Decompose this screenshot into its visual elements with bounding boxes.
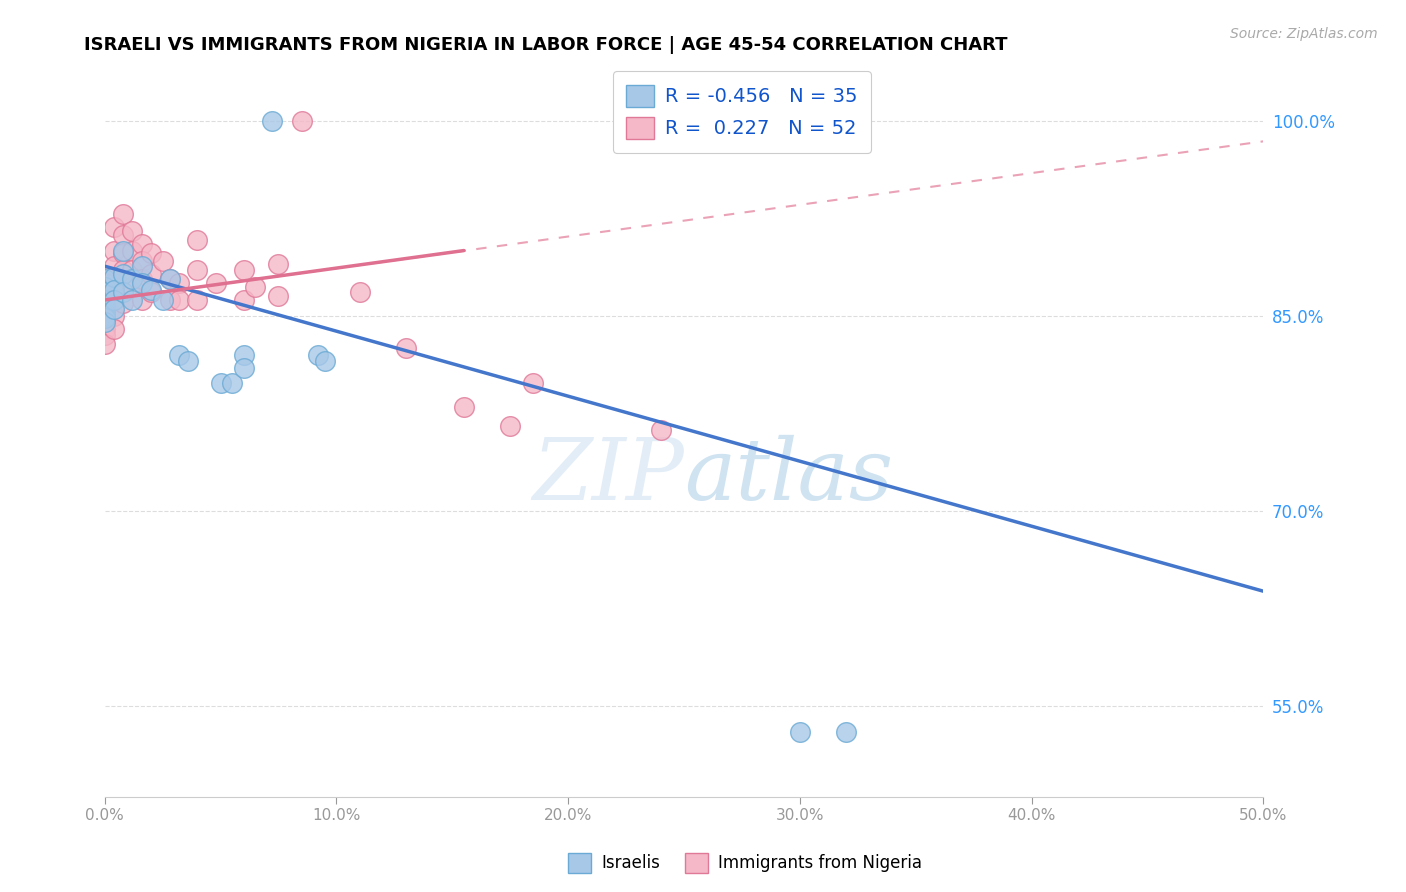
Point	[205, 276, 228, 290]
Point	[93, 283, 115, 297]
Point	[260, 113, 283, 128]
Point	[499, 419, 522, 434]
Point	[121, 280, 143, 294]
Point	[139, 267, 162, 281]
Point	[186, 293, 208, 307]
Point	[93, 314, 115, 328]
Point	[167, 293, 190, 307]
Point	[93, 295, 115, 310]
Point	[835, 724, 858, 739]
Point	[232, 293, 254, 307]
Point	[121, 244, 143, 258]
Point	[139, 283, 162, 297]
Point	[522, 376, 544, 391]
Point	[131, 259, 153, 273]
Point	[93, 306, 115, 320]
Point	[93, 315, 115, 329]
Point	[93, 306, 115, 320]
Point	[453, 400, 475, 414]
Point	[209, 376, 232, 391]
Point	[103, 293, 125, 307]
Point	[232, 348, 254, 362]
Point	[93, 337, 115, 351]
Point	[103, 269, 125, 284]
Text: atlas: atlas	[685, 435, 893, 517]
Point	[291, 113, 314, 128]
Point	[93, 311, 115, 326]
Point	[349, 285, 371, 300]
Point	[93, 285, 115, 300]
Point	[112, 207, 135, 221]
Point	[139, 285, 162, 300]
Point	[93, 298, 115, 312]
Point	[131, 276, 153, 290]
Point	[131, 293, 153, 307]
Point	[152, 254, 174, 268]
Point	[103, 301, 125, 316]
Point	[93, 269, 115, 284]
Point	[131, 237, 153, 252]
Point	[159, 272, 181, 286]
Point	[121, 293, 143, 307]
Point	[159, 293, 181, 307]
Point	[93, 272, 115, 286]
Text: Source: ZipAtlas.com: Source: ZipAtlas.com	[1230, 27, 1378, 41]
Point	[177, 354, 200, 368]
Point	[103, 259, 125, 273]
Point	[93, 301, 115, 316]
Point	[93, 321, 115, 335]
Point	[267, 289, 290, 303]
Point	[167, 348, 190, 362]
Point	[112, 280, 135, 294]
Point	[131, 272, 153, 286]
Point	[121, 272, 143, 286]
Point	[112, 263, 135, 277]
Point	[93, 280, 115, 294]
Point	[221, 376, 243, 391]
Point	[186, 233, 208, 247]
Text: ZIP: ZIP	[533, 435, 685, 517]
Point	[103, 293, 125, 307]
Point	[103, 276, 125, 290]
Point	[93, 309, 115, 323]
Point	[112, 227, 135, 242]
Point	[103, 321, 125, 335]
Point	[112, 295, 135, 310]
Point	[103, 220, 125, 235]
Point	[307, 348, 329, 362]
Point	[139, 246, 162, 260]
Point	[232, 263, 254, 277]
Point	[395, 341, 418, 355]
Point	[112, 285, 135, 300]
Point	[789, 724, 811, 739]
Point	[93, 293, 115, 307]
Text: ISRAELI VS IMMIGRANTS FROM NIGERIA IN LABOR FORCE | AGE 45-54 CORRELATION CHART: ISRAELI VS IMMIGRANTS FROM NIGERIA IN LA…	[84, 36, 1008, 54]
Point	[186, 263, 208, 277]
Point	[121, 224, 143, 238]
Point	[152, 293, 174, 307]
Point	[267, 256, 290, 270]
Point	[650, 423, 672, 437]
Point	[232, 360, 254, 375]
Legend: Israelis, Immigrants from Nigeria: Israelis, Immigrants from Nigeria	[561, 847, 929, 880]
Point	[93, 328, 115, 343]
Point	[167, 276, 190, 290]
Point	[245, 280, 267, 294]
Legend: R = -0.456   N = 35, R =  0.227   N = 52: R = -0.456 N = 35, R = 0.227 N = 52	[613, 71, 872, 153]
Point	[131, 254, 153, 268]
Point	[103, 283, 125, 297]
Point	[314, 354, 336, 368]
Point	[103, 309, 125, 323]
Point	[112, 244, 135, 258]
Point	[159, 272, 181, 286]
Point	[112, 267, 135, 281]
Point	[112, 246, 135, 260]
Point	[121, 263, 143, 277]
Point	[103, 244, 125, 258]
